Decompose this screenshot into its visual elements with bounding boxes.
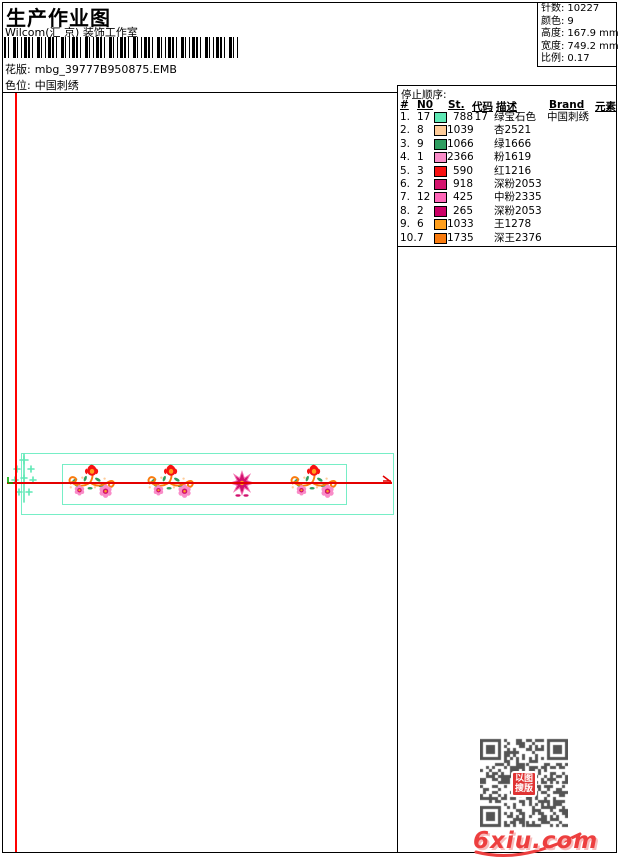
table-top-rule xyxy=(398,85,617,86)
sequence-row: 1. 17 788 17 绿宝石色 中国刺绣 xyxy=(400,111,589,123)
sequence-row: 8. 2 265 深粉2053 xyxy=(400,204,542,217)
col-n0: N0 xyxy=(417,99,434,111)
info-box-rows: 针数: 10227 颜色: 9 高度: 167.9 mm 宽度: 749.2 mm 比例: 0.1… xyxy=(541,3,619,66)
sequence-rows: 1. 17 788 17 绿宝石色 中国刺绣 2. 8 1039 杏2521 3. 9 1066 绿166… xyxy=(397,111,618,245)
col-st: St. xyxy=(448,99,465,111)
pattern-file-line: 花版: mbg_39777B950875.EMB xyxy=(5,61,177,77)
thread-color-swatch xyxy=(434,219,447,231)
qr-code: 以图 搜版 xyxy=(480,738,568,828)
thread-color-swatch xyxy=(434,138,447,150)
qr-center-logo: 以图 搜版 xyxy=(511,771,537,797)
sequence-title: 停止顺序: xyxy=(401,89,447,101)
pattern-file-value: mbg_39777B950875.EMB xyxy=(34,63,177,76)
sequence-row: 9. 6 1033 王1278 xyxy=(400,218,532,231)
table-left-divider xyxy=(397,85,398,852)
pattern-file-label: 花版: xyxy=(5,63,31,76)
header-divider xyxy=(2,92,398,93)
colorway-line: 色位: 中国刺绣 xyxy=(5,77,79,93)
qr-logo-line2: 搜版 xyxy=(514,784,533,794)
sequence-row: 6. 2 918 深粉2053 xyxy=(400,177,542,190)
col-num: # xyxy=(400,99,409,111)
info-box: 针数: 10227 颜色: 9 高度: 167.9 mm 宽度: 749.2 mm 比例: 0.1… xyxy=(537,2,619,67)
vertical-guide-line xyxy=(15,93,17,852)
info-row: 颜色: 9 xyxy=(541,15,574,27)
sequence-row: 2. 8 1039 杏2521 xyxy=(400,124,532,137)
thread-color-swatch xyxy=(434,152,447,164)
guide-end-arrow-icon xyxy=(382,475,392,483)
horizontal-guide-line xyxy=(7,482,392,484)
site-watermark: 6xiu.com xyxy=(468,826,608,860)
col-desc: 描述 xyxy=(496,101,517,113)
thread-color-swatch xyxy=(434,205,447,217)
colorway-value: 中国刺绣 xyxy=(34,79,79,92)
info-row: 针数: 10227 xyxy=(541,3,600,14)
sequence-row: 10. 7 1735 深王2376 xyxy=(400,231,542,244)
col-elem: 元素 xyxy=(595,101,616,113)
page-title: 生产作业图 xyxy=(6,6,111,30)
sequence-row: 4. 1 2366 粉1619 xyxy=(400,151,532,164)
sequence-row: 3. 9 1066 绿1666 xyxy=(400,137,532,150)
info-row: 宽度: 749.2 mm xyxy=(541,40,619,52)
design-extent-box xyxy=(21,453,394,515)
info-row: 比例: 0.17 xyxy=(541,53,590,65)
thread-color-swatch xyxy=(434,125,447,137)
col-code: 代码 xyxy=(472,101,493,113)
watermark-swoosh xyxy=(474,832,582,857)
thread-color-swatch xyxy=(434,165,447,177)
thread-color-swatch xyxy=(434,178,447,190)
guide-start-mark-icon xyxy=(7,477,13,484)
col-brand: Brand xyxy=(549,99,585,111)
sequence-header: # N0 St. 代码 描述 Brand 元素 xyxy=(397,99,618,113)
colorway-label: 色位: xyxy=(5,79,31,92)
star-flower-motif xyxy=(229,470,255,498)
thread-color-swatch xyxy=(434,232,447,244)
thread-color-swatch xyxy=(434,112,447,123)
sequence-row: 7. 12 425 中粉2335 xyxy=(400,191,542,204)
sequence-row: 5. 3 590 红1216 xyxy=(400,164,532,177)
barcode xyxy=(4,37,240,58)
table-bottom-rule xyxy=(398,246,617,247)
studio-subtitle: Wilcom(汇 京) 装饰工作室 xyxy=(5,26,138,39)
motif-extent-box xyxy=(62,464,347,505)
info-row: 高度: 167.9 mm xyxy=(541,28,619,40)
qr-logo-line1: 以图 xyxy=(514,774,533,784)
watermark-text: 6xiu.com xyxy=(473,828,599,854)
thread-color-swatch xyxy=(434,192,447,204)
